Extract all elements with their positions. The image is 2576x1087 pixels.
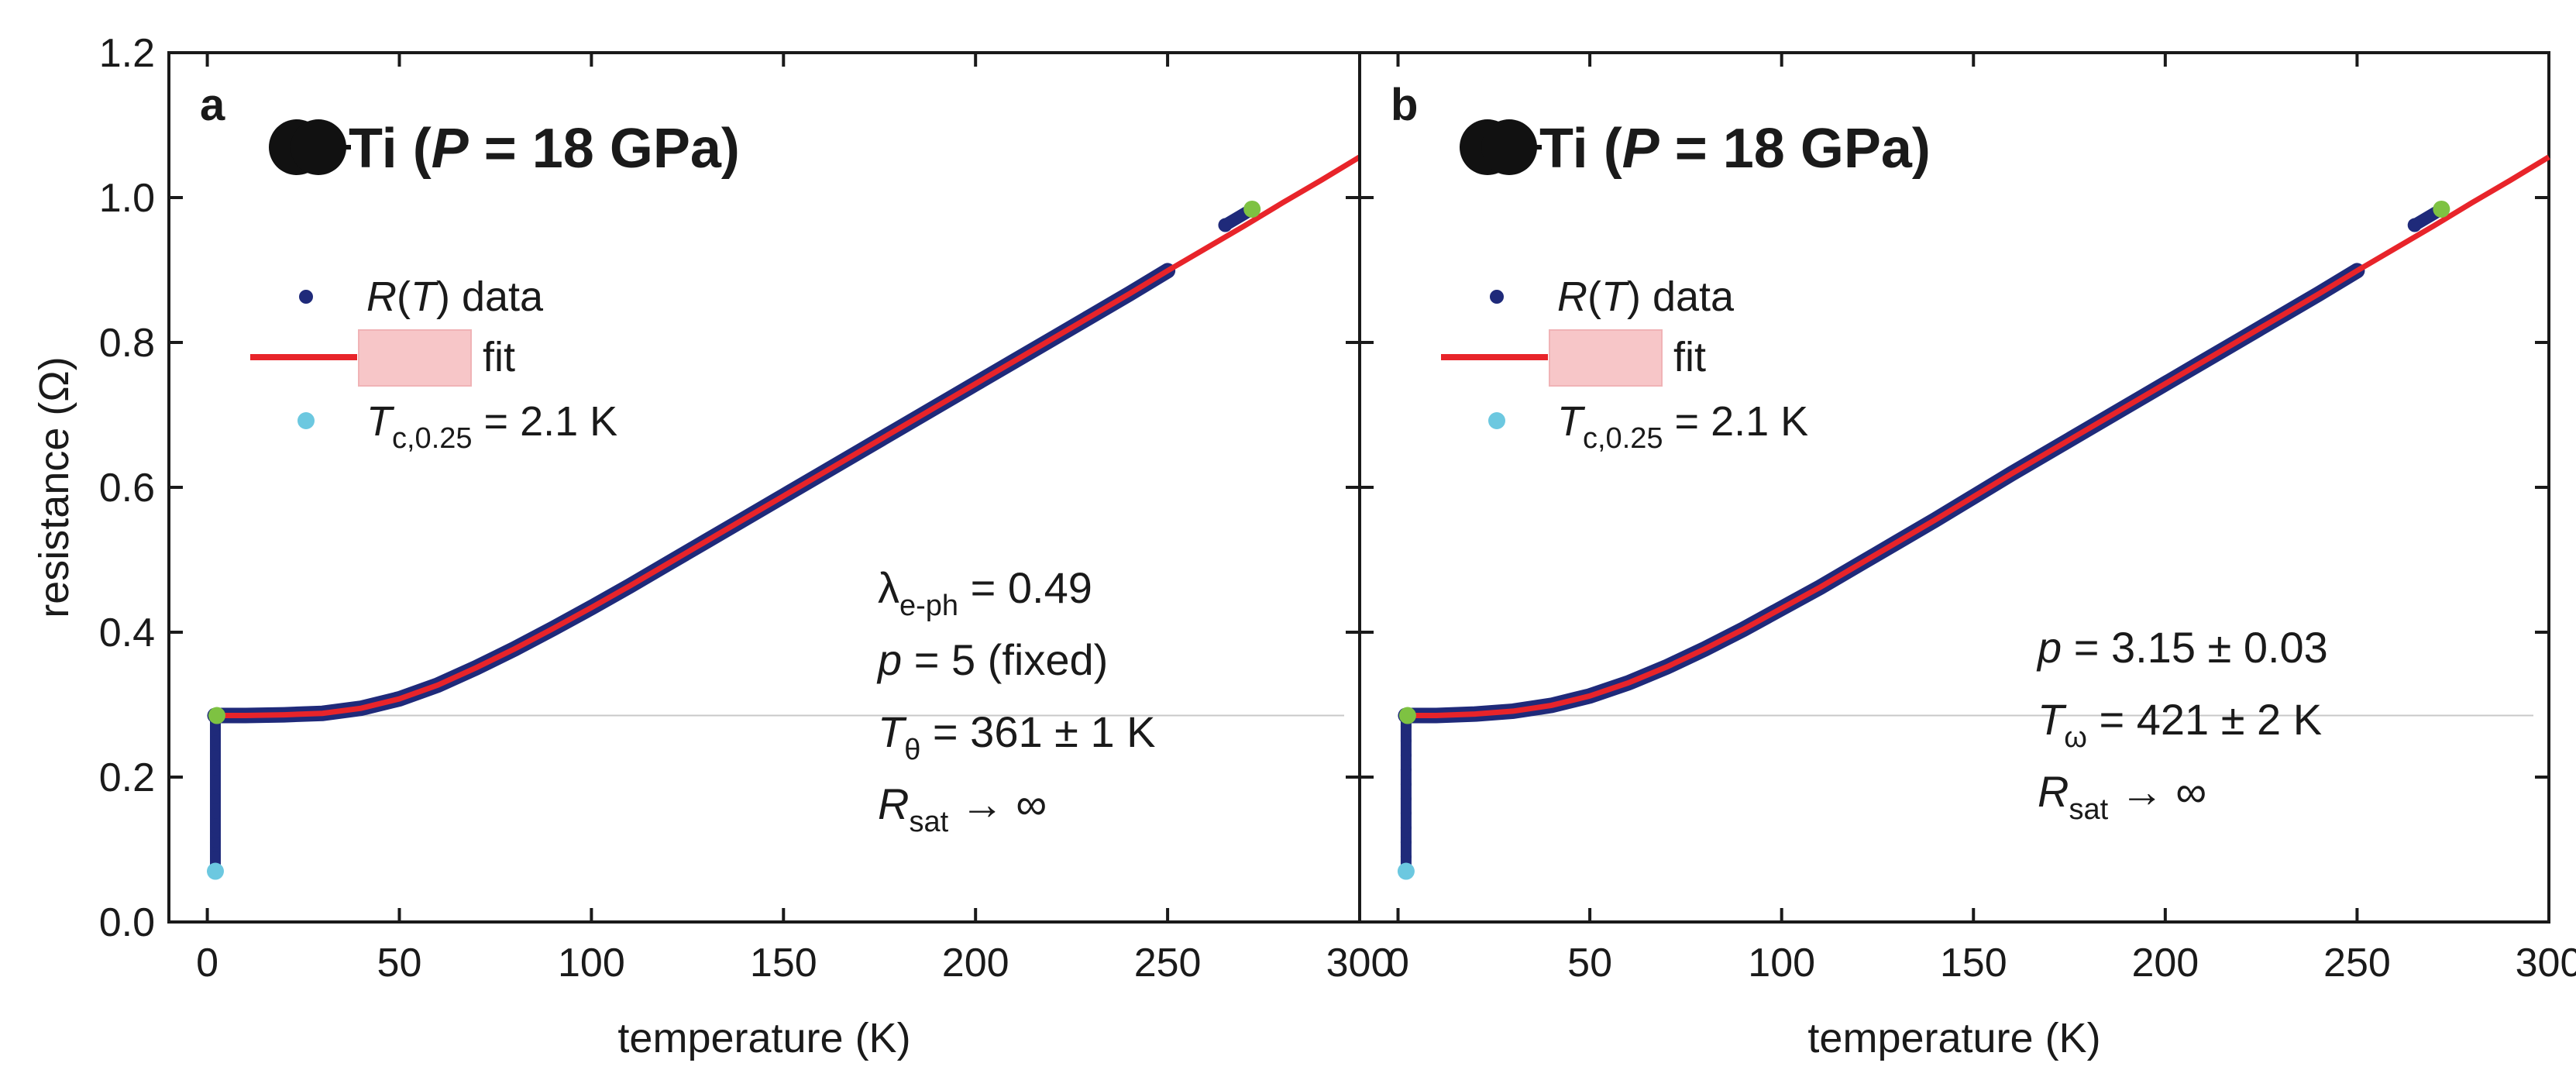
data-point <box>209 735 221 747</box>
fit-parameters: λe-ph = 0.49 p = 5 (fixed) Tθ = 361 ± 1 K R… <box>876 563 1156 838</box>
x-tick-label: 200 <box>942 941 1009 986</box>
fit-parameters: p = 3.15 ± 0.03 Tω = 421 ± 2 K Rsat → ∞ <box>2036 623 2328 826</box>
legend-fit-band <box>1549 329 1663 387</box>
fit-parameter: Rsat → ∞ <box>2038 767 2206 826</box>
panel-letter: a <box>200 80 225 130</box>
x-tick-label: 50 <box>1567 941 1612 986</box>
panel-title: Ti (P = 18 GPa) <box>349 118 740 180</box>
x-axis-label: temperature (K) <box>617 1015 910 1061</box>
fit-line <box>215 154 1361 719</box>
legend-tc-label: Tc,0.25 = 2.1 K <box>366 398 617 455</box>
fit-parameter: λe-ph = 0.49 <box>878 563 1092 622</box>
y-tick-label: 0.6 <box>99 466 155 511</box>
fit-line <box>1405 154 2550 719</box>
legend-fit-label: fit <box>483 334 515 380</box>
x-tick-label: 100 <box>558 941 625 986</box>
y-tick-label: 0.0 <box>99 900 155 945</box>
data-point <box>209 749 221 761</box>
data-point <box>2407 218 2422 232</box>
legend: R(T) data fit Tc,0.25 = 2.1 K <box>1441 273 1808 455</box>
x-tick-label: 250 <box>1134 941 1202 986</box>
x-tick-label: 0 <box>196 941 218 986</box>
legend-data-marker <box>1490 290 1504 304</box>
y-tick-label: 0.8 <box>99 321 155 366</box>
data-point <box>1400 851 1412 862</box>
x-tick-label: 150 <box>1940 941 2007 986</box>
data-point <box>209 807 221 819</box>
x-tick-label: 150 <box>750 941 817 986</box>
data-point <box>1400 793 1412 805</box>
tc-marker <box>206 862 224 880</box>
fit-endpoint-marker <box>2433 200 2450 218</box>
data-point <box>209 764 221 776</box>
x-tick-label: 300 <box>2516 941 2576 986</box>
data-point <box>1400 779 1412 790</box>
fit-endpoint-marker <box>1398 707 1416 724</box>
panel-b: 0 50 100 150 200 250 300 temperature (K) b Ti (P … <box>1358 51 2576 1061</box>
data-point <box>209 851 221 862</box>
y-tick-label: 1.2 <box>99 31 155 76</box>
legend-data-marker <box>299 290 313 304</box>
panel-letter: b <box>1391 80 1418 130</box>
element-blob-icon <box>1460 119 1542 175</box>
x-tick-label: 50 <box>377 941 422 986</box>
legend: R(T) data fit Tc,0.25 = 2.1 K <box>250 273 617 455</box>
tc-marker <box>1397 862 1415 880</box>
x-axis-label: temperature (K) <box>1807 1015 2100 1061</box>
plot-frame <box>167 51 1361 924</box>
fit-endpoint-marker <box>208 707 225 724</box>
fit-parameter: Rsat → ∞ <box>878 779 1047 838</box>
element-blob-icon <box>269 119 351 175</box>
fit-endpoint-marker <box>1243 200 1261 218</box>
y-tick-label: 1.0 <box>99 176 155 221</box>
x-tick-label: 100 <box>1748 941 1815 986</box>
data-point <box>209 779 221 790</box>
x-tick-label: 200 <box>2131 941 2199 986</box>
fit-parameter: p = 3.15 ± 0.03 <box>2036 623 2328 672</box>
y-tick-label: 0.4 <box>99 611 155 655</box>
data-point <box>209 837 221 848</box>
fit-parameter: Tθ = 361 ± 1 K <box>878 707 1156 766</box>
fit-parameter: p = 5 (fixed) <box>876 635 1108 684</box>
y-axis-label: resistance (Ω) <box>31 356 77 617</box>
y-tick-label: 0.2 <box>99 755 155 800</box>
data-point <box>209 822 221 834</box>
legend-tc-marker <box>1488 412 1505 429</box>
legend-data-label: R(T) data <box>1557 273 1735 320</box>
data-point <box>1218 218 1233 232</box>
data-point <box>1400 764 1412 776</box>
panel-title: Ti (P = 18 GPa) <box>1539 118 1931 180</box>
legend-data-label: R(T) data <box>366 273 544 320</box>
data-point <box>1400 749 1412 761</box>
data-point <box>209 793 221 805</box>
data-point <box>1400 735 1412 747</box>
data-point <box>1400 807 1412 819</box>
legend-tc-label: Tc,0.25 = 2.1 K <box>1557 398 1808 455</box>
x-tick-label: 0 <box>1387 941 1409 986</box>
x-tick-label: 250 <box>2323 941 2391 986</box>
legend-fit-band <box>358 329 472 387</box>
x-tick-label: 300 <box>1326 941 1394 986</box>
legend-tc-marker <box>297 412 315 429</box>
data-point <box>1400 837 1412 848</box>
fit-parameter: Tω = 421 ± 2 K <box>2038 695 2322 754</box>
panel-a: 0 50 100 150 200 250 300 0.0 0.2 0.4 0.6 0.8 1.0 1.2 t… <box>31 31 1393 1061</box>
plot-frame <box>1358 51 2550 924</box>
legend-fit-label: fit <box>1673 334 1706 380</box>
data-point <box>1400 822 1412 834</box>
